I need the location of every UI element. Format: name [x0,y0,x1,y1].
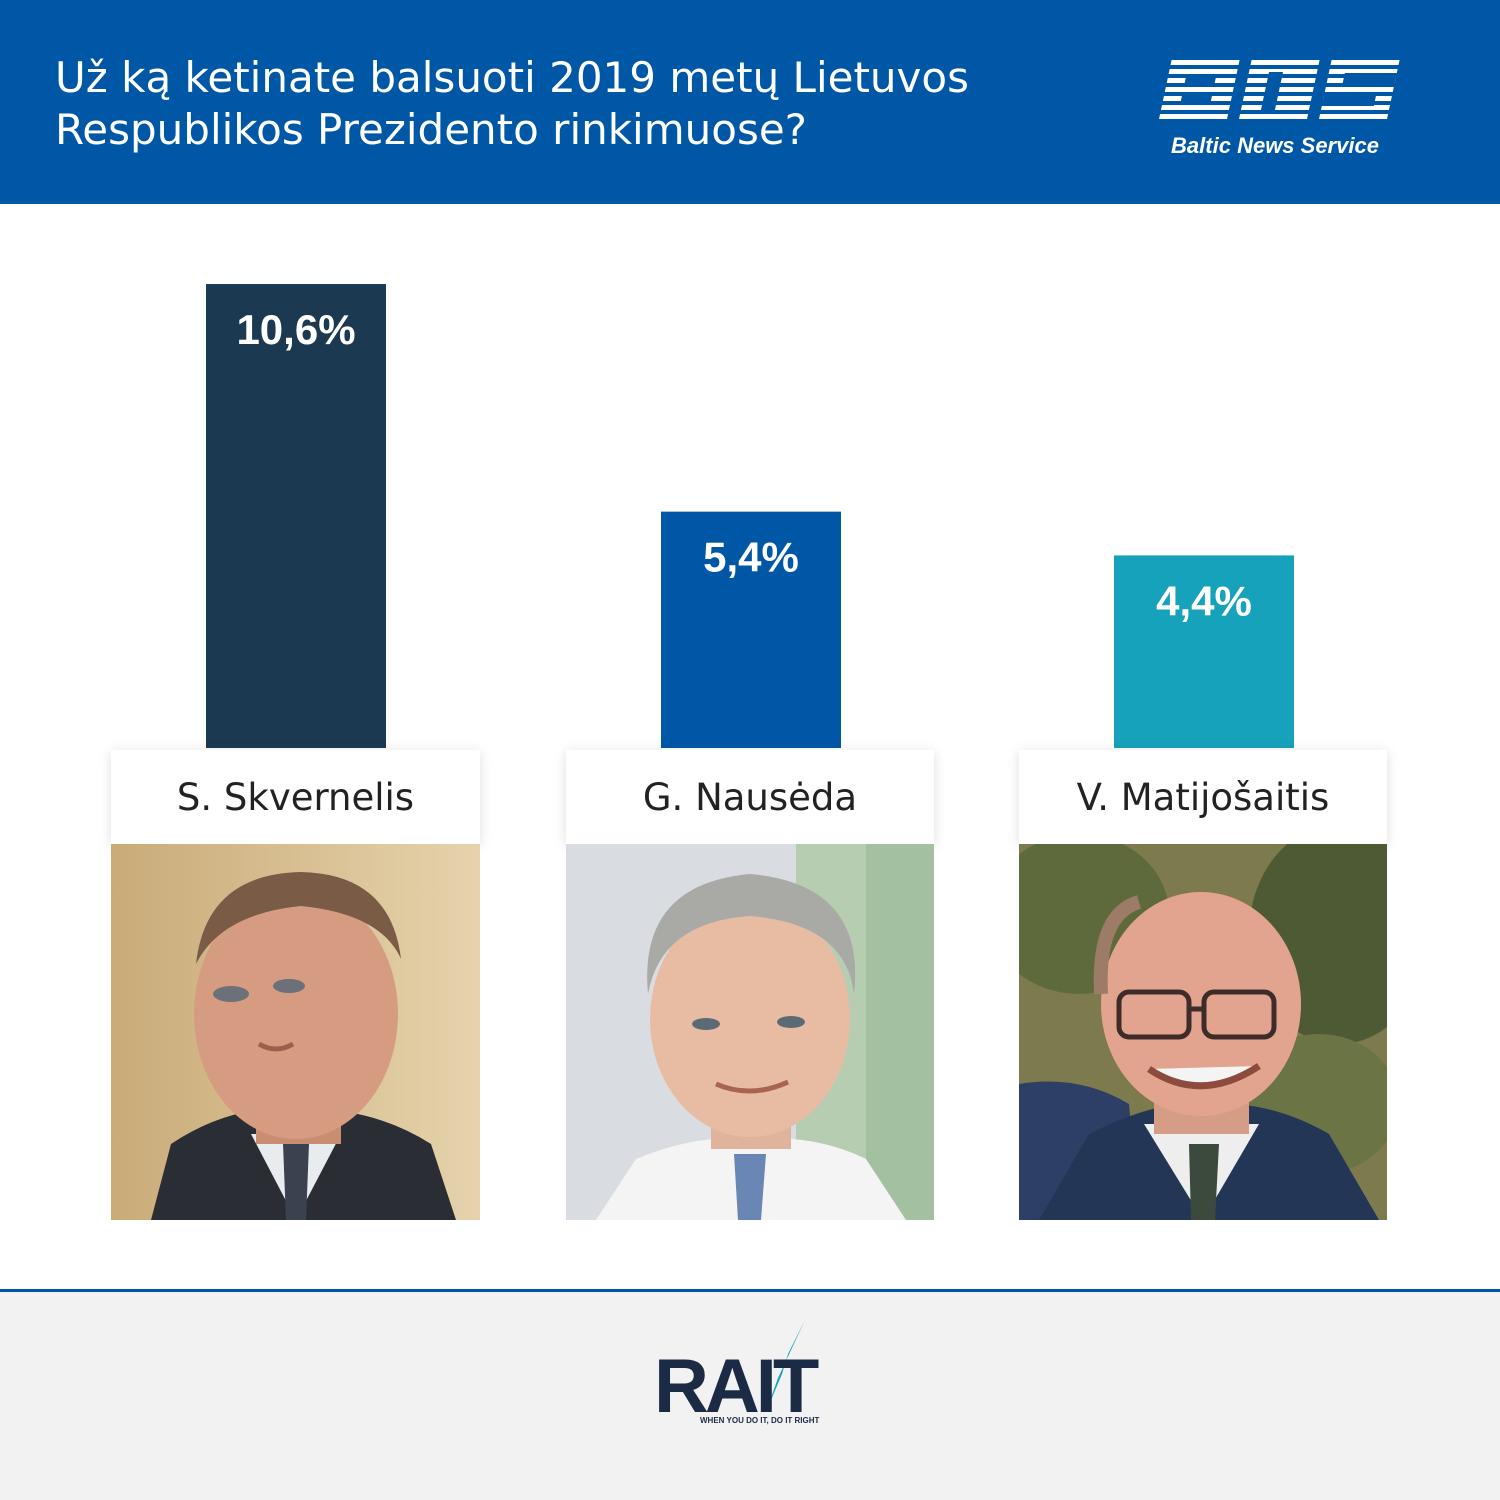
bar-value-label-nauseda: 5,4% [703,534,799,581]
chart-title: Už ką ketinate balsuoti 2019 metų Lietuv… [55,52,1055,156]
rait-logo-text: RAIT [654,1344,819,1429]
bar-matijosaitis [1114,555,1294,748]
candidate-photo-nauseda [566,844,934,1220]
bar-nauseda [661,511,841,748]
bar-value-label-matijosaitis: 4,4% [1156,577,1252,624]
title-line-2: Respublikos Prezidento rinkimuose? [55,105,807,154]
bns-logo [1159,60,1400,119]
bar-skvernelis [206,284,386,748]
bar-chart: 10,6% 5,4% 4,4% [206,284,1294,748]
footer [0,1292,1500,1500]
rait-tagline: WHEN YOU DO IT, DO IT RIGHT [700,1416,820,1425]
bar-value-label-skvernelis: 10,6% [236,306,355,353]
header-banner: Už ką ketinate balsuoti 2019 metų Lietuv… [0,0,1500,204]
candidate-name-matijosaitis: V. Matijošaitis [1019,750,1387,844]
rait-logo: RAIT [654,1320,823,1429]
bns-logo-text: Baltic News Service [1171,133,1379,158]
candidate-name-skvernelis: S. Skvernelis [111,750,480,844]
candidate-photo-skvernelis [111,844,480,1220]
candidate-photo-matijosaitis [1019,844,1387,1220]
title-line-1: Už ką ketinate balsuoti 2019 metų Lietuv… [55,53,969,102]
candidate-name-nauseda: G. Nausėda [566,750,934,844]
footer-divider [0,1289,1500,1292]
